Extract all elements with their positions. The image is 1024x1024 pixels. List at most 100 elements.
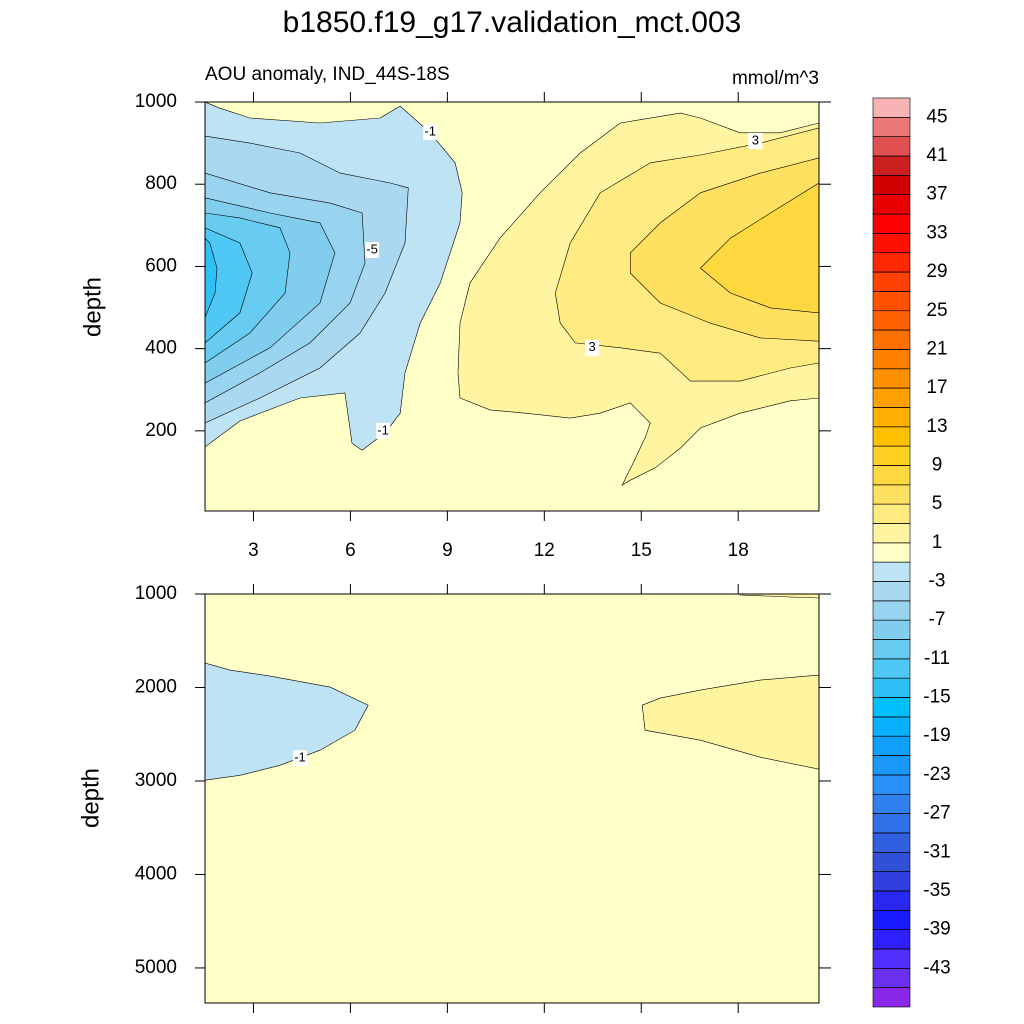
- x-tick-label: 15: [631, 540, 652, 561]
- contour-label: -1: [377, 422, 389, 437]
- contour-label-box: [293, 750, 308, 767]
- units: mmol/m^3: [732, 68, 819, 89]
- colorbar-box: [872, 503, 911, 524]
- colorbar-box: [872, 97, 911, 118]
- y-axis-label: depth: [79, 277, 106, 337]
- colorbar-tick-label: -43: [923, 957, 950, 978]
- colorbar-box: [872, 813, 911, 834]
- y-tick-label: 600: [145, 255, 177, 276]
- colorbar-tick-label: -35: [923, 880, 950, 901]
- colorbar-box: [872, 155, 911, 176]
- y-tick-label: 2000: [135, 677, 177, 698]
- x-tick-label: 3: [248, 540, 259, 561]
- contour-region: [699, 182, 819, 314]
- colorbar-tick-label: -11: [924, 648, 950, 669]
- contour-label-box: [376, 422, 391, 439]
- colorbar-box: [872, 832, 911, 853]
- colorbar-tick-label: -39: [923, 919, 950, 940]
- colorbar-tick-label: 45: [926, 106, 947, 127]
- x-tick-label: 9: [442, 540, 453, 561]
- colorbar-box: [872, 271, 911, 292]
- colorbar-box: [872, 968, 911, 988]
- colorbar-tick-label: 21: [926, 338, 947, 359]
- contour-label: -1: [294, 750, 306, 765]
- colorbar-box: [872, 697, 911, 718]
- colorbar-box: [872, 619, 911, 640]
- colorbar-box: [872, 136, 911, 157]
- contour-region: [205, 227, 253, 344]
- subtitle: AOU anomaly, IND_44S-18S: [205, 64, 450, 85]
- colorbar-box: [872, 755, 911, 776]
- contour-label: 3: [752, 132, 759, 147]
- contour-region: [739, 594, 819, 599]
- colorbar-box: [872, 948, 911, 969]
- background-region: [205, 594, 819, 1003]
- colorbar-tick-label: 17: [926, 377, 947, 398]
- colorbar-box: [872, 581, 911, 602]
- x-tick-label: 18: [728, 540, 749, 561]
- contour-region: [205, 237, 218, 318]
- colorbar-box: [872, 252, 911, 273]
- colorbar-box: [872, 194, 911, 215]
- colorbar-tick-label: -23: [923, 764, 950, 785]
- colorbar-box: [872, 426, 911, 447]
- colorbar-box: [872, 600, 911, 621]
- contour-label-box: [748, 133, 763, 150]
- colorbar-box: [872, 658, 911, 679]
- colorbar-tick-label: 33: [926, 222, 947, 243]
- contour-label-box: [365, 241, 380, 258]
- colorbar-box: [872, 387, 911, 408]
- colorbar-tick-label: -15: [923, 687, 950, 708]
- colorbar-tick-label: -31: [923, 841, 950, 862]
- colorbar-box: [872, 291, 911, 312]
- colorbar-box: [872, 465, 911, 486]
- colorbar-box: [872, 677, 911, 698]
- colorbar-box: [872, 909, 911, 930]
- y-tick-label: 1000: [135, 91, 177, 112]
- colorbar-box: [872, 523, 911, 544]
- colorbar-box: [872, 213, 911, 234]
- colorbar-tick-label: 9: [932, 454, 943, 475]
- y-tick-label: 4000: [135, 863, 177, 884]
- contour-label: 3: [589, 339, 596, 354]
- colorbar-tick-label: -7: [929, 609, 946, 630]
- colorbar-box: [872, 233, 911, 254]
- regions: [205, 102, 819, 486]
- colorbar-tick-label: 25: [926, 300, 947, 321]
- x-tick-label: 6: [345, 540, 356, 561]
- plot-frame: [204, 101, 820, 512]
- colorbar-box: [872, 175, 911, 196]
- colorbar-box: [872, 774, 911, 795]
- colorbar-box: [872, 851, 911, 872]
- colorbar-box: [872, 793, 911, 814]
- colorbar-box: [872, 639, 911, 660]
- colorbar-box: [872, 349, 911, 370]
- colorbar-box: [872, 445, 911, 466]
- y-tick-label: 3000: [135, 770, 177, 791]
- colorbar-tick-label: -3: [929, 571, 946, 592]
- colorbar-box: [872, 368, 911, 389]
- contour-label: -1: [424, 123, 436, 138]
- x-tick-label: 12: [534, 540, 555, 561]
- colorbar-tick-label: 41: [926, 145, 947, 166]
- colorbar-box: [872, 310, 911, 331]
- colorbar-box: [872, 987, 911, 1008]
- colorbar-box: [872, 329, 911, 350]
- colorbar-tick-label: -27: [923, 803, 950, 824]
- regions: [205, 594, 819, 781]
- contour-label: -5: [366, 241, 378, 256]
- contour-region: [641, 674, 819, 770]
- y-tick-label: 400: [145, 338, 177, 359]
- colorbar-tick-label: 29: [926, 261, 947, 282]
- colorbar-tick-label: 1: [932, 532, 943, 553]
- colorbar-box: [872, 890, 911, 911]
- colorbar-tick-label: 5: [932, 493, 943, 514]
- chart-title: b1850.f19_g17.validation_mct.003: [283, 6, 742, 39]
- colorbar-box: [872, 117, 911, 137]
- colorbar-box: [872, 407, 911, 428]
- colorbar-box: [872, 716, 911, 737]
- contour-label-box: [585, 339, 600, 356]
- colorbar-tick-label: -19: [923, 725, 950, 746]
- y-tick-label: 200: [145, 420, 177, 441]
